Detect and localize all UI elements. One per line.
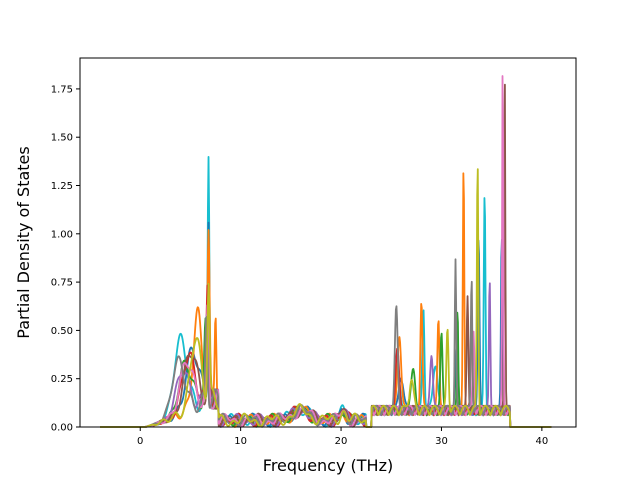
pdos-series-line bbox=[99, 258, 552, 428]
pdos-series-line bbox=[99, 168, 552, 428]
y-tick-label: 0.25 bbox=[51, 374, 73, 385]
y-tick-label: 0.00 bbox=[51, 423, 73, 434]
x-axis-label: Frequency (THz) bbox=[263, 456, 393, 475]
pdos-series-line bbox=[99, 155, 552, 428]
axes-frame bbox=[79, 57, 577, 428]
y-axis-label: Partial Density of States bbox=[14, 146, 33, 338]
y-tick-label: 0.50 bbox=[51, 326, 73, 337]
plot-area bbox=[99, 75, 552, 428]
x-tick-label: 30 bbox=[435, 436, 448, 447]
y-tick-label: 1.00 bbox=[51, 229, 73, 240]
y-tick-label: 0.75 bbox=[51, 278, 73, 289]
y-tick-label: 1.75 bbox=[51, 84, 73, 95]
x-tick-label: 10 bbox=[234, 436, 247, 447]
y-axis-ticks: 0.00 0.25 0.50 0.75 1.00 1.25 1.50 1.75 bbox=[51, 84, 80, 434]
y-tick-label: 1.50 bbox=[51, 133, 73, 144]
x-tick-label: 40 bbox=[535, 436, 548, 447]
x-tick-label: 20 bbox=[335, 436, 348, 447]
y-tick-label: 1.25 bbox=[51, 181, 73, 192]
x-tick-label: 0 bbox=[137, 436, 143, 447]
pdos-series-line bbox=[99, 75, 552, 428]
x-axis-ticks: 0 10 20 30 40 bbox=[137, 427, 548, 447]
